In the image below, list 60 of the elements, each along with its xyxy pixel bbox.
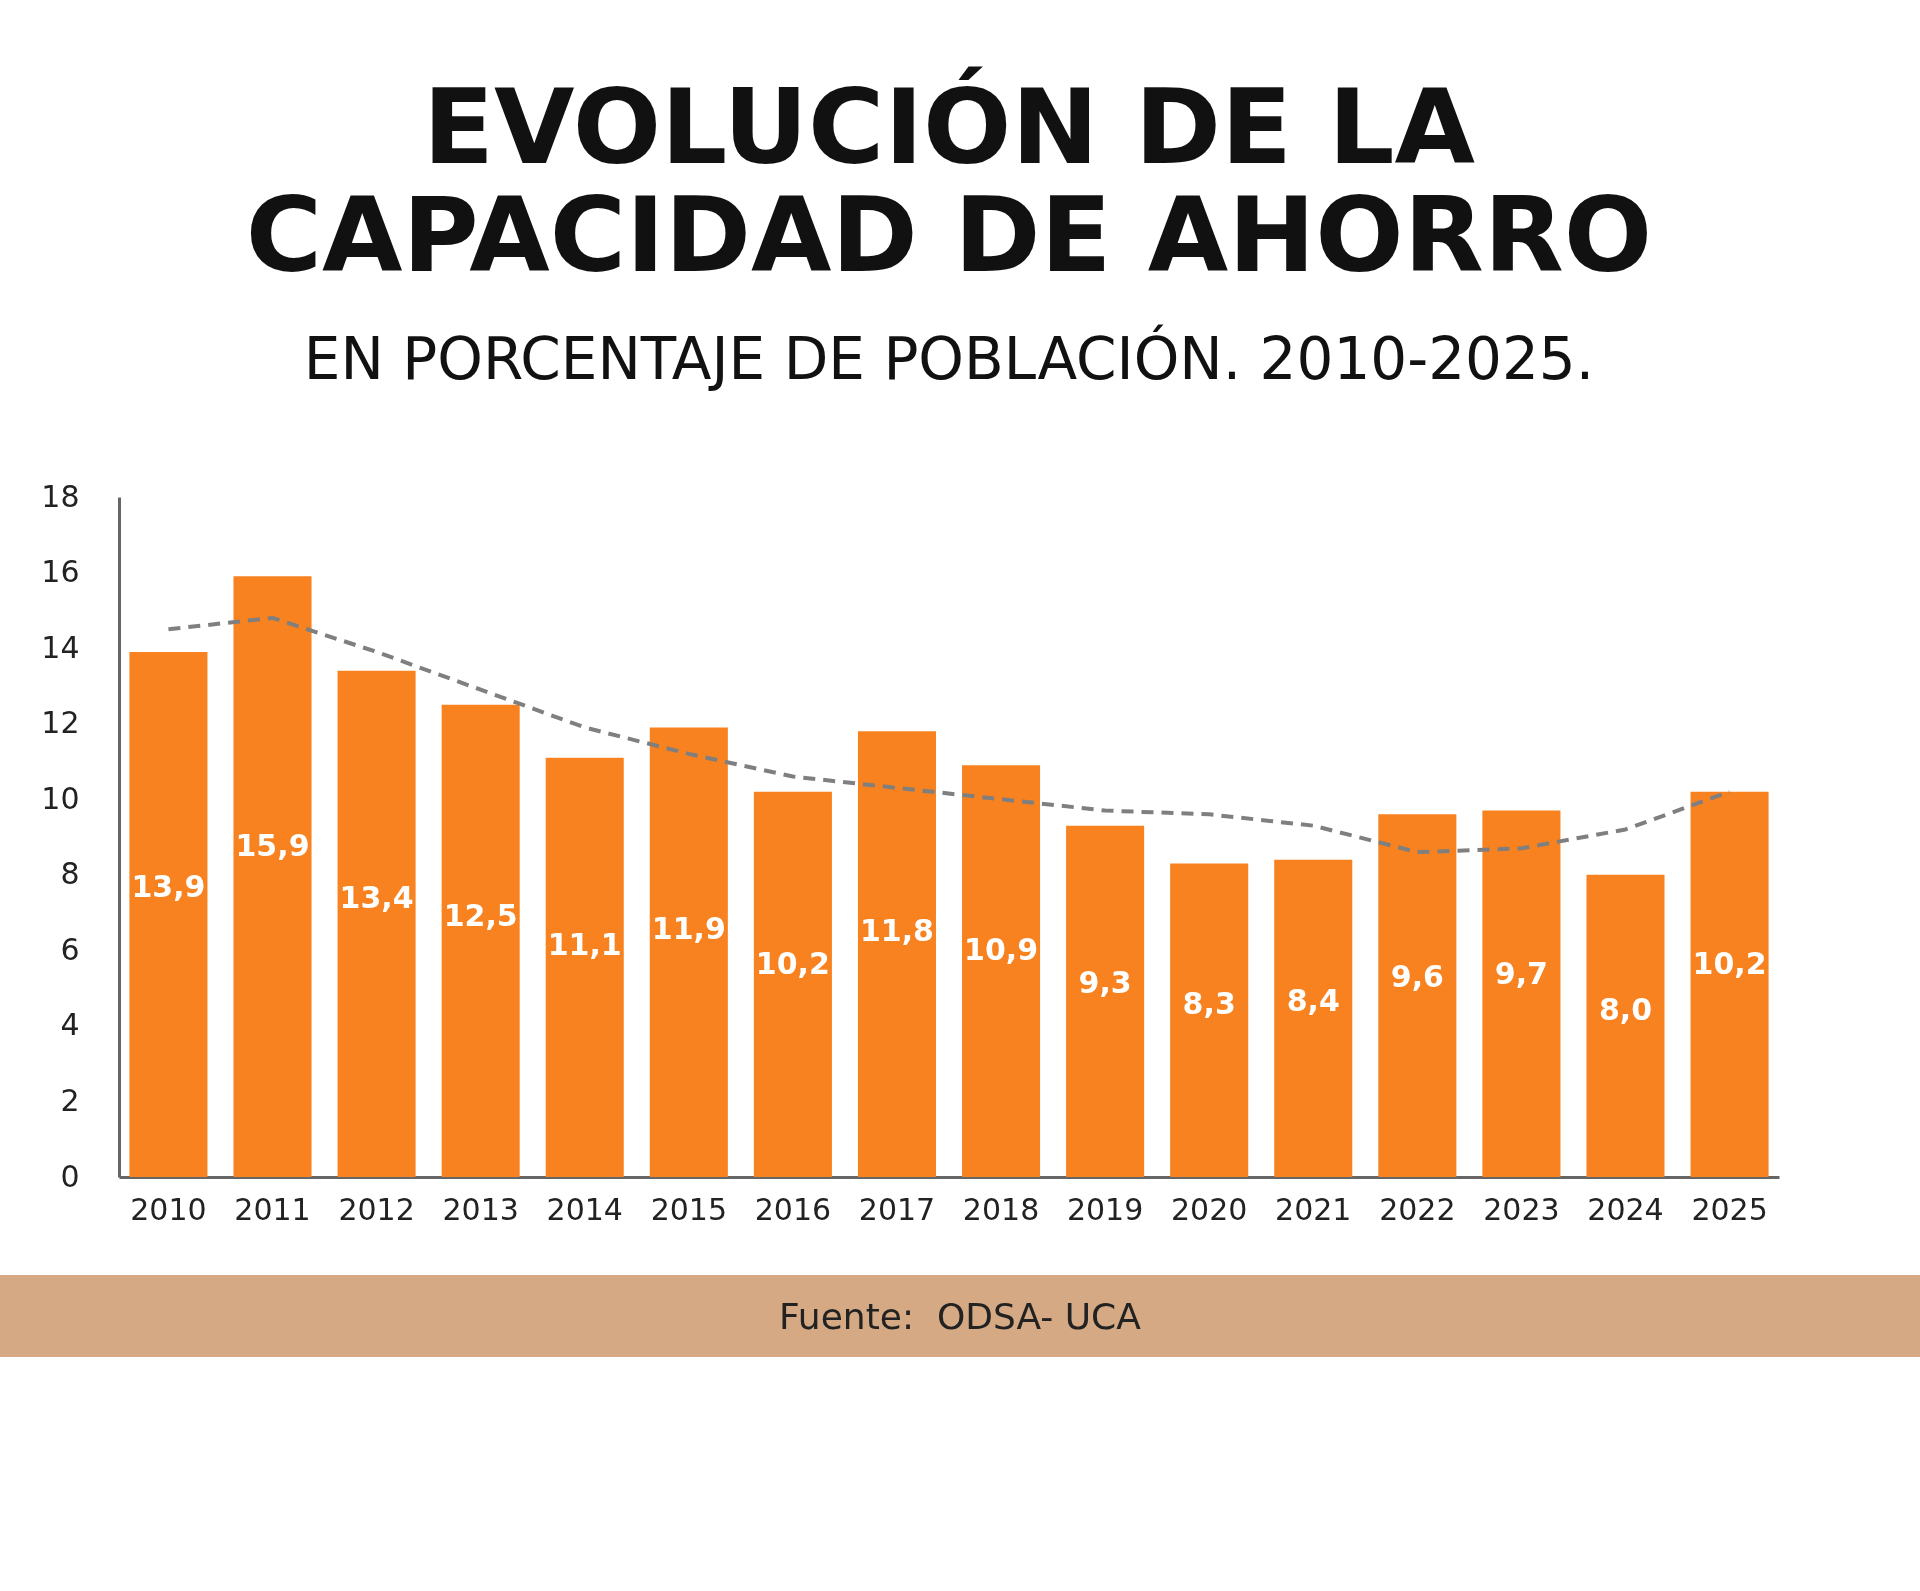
y-tick-label: 8 xyxy=(60,856,80,892)
data-label: 9,6 xyxy=(1390,958,1444,994)
y-tick-label: 10 xyxy=(41,780,80,816)
bar xyxy=(1066,825,1145,1177)
y-tick-label: 18 xyxy=(41,478,80,514)
x-tick-label: 2025 xyxy=(1691,1191,1768,1227)
x-tick-label: 2011 xyxy=(234,1191,311,1227)
x-tick-label: 2024 xyxy=(1587,1191,1664,1227)
x-tick-label: 2019 xyxy=(1066,1191,1144,1227)
data-label: 13,4 xyxy=(339,879,414,915)
x-tick-label: 2022 xyxy=(1379,1191,1456,1227)
data-label: 8,4 xyxy=(1286,983,1340,1019)
data-label: 8,0 xyxy=(1598,991,1653,1027)
data-label: 13,9 xyxy=(131,869,206,905)
y-tick-label: 6 xyxy=(60,931,80,967)
bar xyxy=(233,576,312,1177)
data-label: 8,3 xyxy=(1182,985,1236,1021)
bar xyxy=(962,765,1041,1177)
bar xyxy=(857,731,936,1177)
y-tick-label: 12 xyxy=(41,705,80,741)
data-label: 11,1 xyxy=(547,927,622,963)
bar xyxy=(649,727,728,1177)
y-tick-label: 0 xyxy=(60,1158,80,1194)
data-label: 10,2 xyxy=(1692,946,1767,982)
x-tick-label: 2020 xyxy=(1171,1191,1248,1227)
y-tick-label: 16 xyxy=(41,554,80,590)
x-tick-label: 2017 xyxy=(858,1191,936,1227)
data-label: 10,9 xyxy=(964,931,1039,967)
bar xyxy=(129,651,208,1177)
chart-subtitle: EN PORCENTAJE DE POBLACIÓN. 2010-2025. xyxy=(303,324,1595,393)
bar xyxy=(1482,810,1561,1177)
y-tick-label: 4 xyxy=(60,1007,80,1043)
y-tick-label: 14 xyxy=(41,629,80,665)
data-label: 11,8 xyxy=(859,912,934,948)
bar xyxy=(1586,874,1665,1177)
bar xyxy=(1274,859,1353,1177)
bar xyxy=(1170,863,1249,1177)
x-tick-label: 2012 xyxy=(338,1191,415,1227)
x-tick-label: 2021 xyxy=(1275,1191,1352,1227)
data-label: 15,9 xyxy=(235,827,310,863)
x-tick-label: 2010 xyxy=(130,1191,207,1227)
data-label: 12,5 xyxy=(443,898,518,934)
bar xyxy=(753,791,832,1177)
data-label: 9,3 xyxy=(1078,964,1132,1000)
source-note: Fuente: ODSA- UCA xyxy=(0,1275,1920,1357)
x-tick-label: 2013 xyxy=(442,1191,519,1227)
data-label: 9,7 xyxy=(1494,956,1548,992)
x-tick-label: 2023 xyxy=(1483,1191,1560,1227)
bar xyxy=(441,704,520,1177)
bar xyxy=(545,757,624,1177)
y-tick-label: 2 xyxy=(60,1082,80,1118)
bar xyxy=(337,670,416,1177)
data-label: 10,2 xyxy=(755,946,830,982)
x-tick-label: 2018 xyxy=(962,1191,1040,1227)
data-label: 11,9 xyxy=(651,910,726,946)
bar xyxy=(1378,814,1457,1177)
x-tick-label: 2015 xyxy=(650,1191,727,1227)
x-tick-label: 2016 xyxy=(754,1191,832,1227)
bar xyxy=(1690,791,1769,1177)
x-tick-label: 2014 xyxy=(546,1191,623,1227)
